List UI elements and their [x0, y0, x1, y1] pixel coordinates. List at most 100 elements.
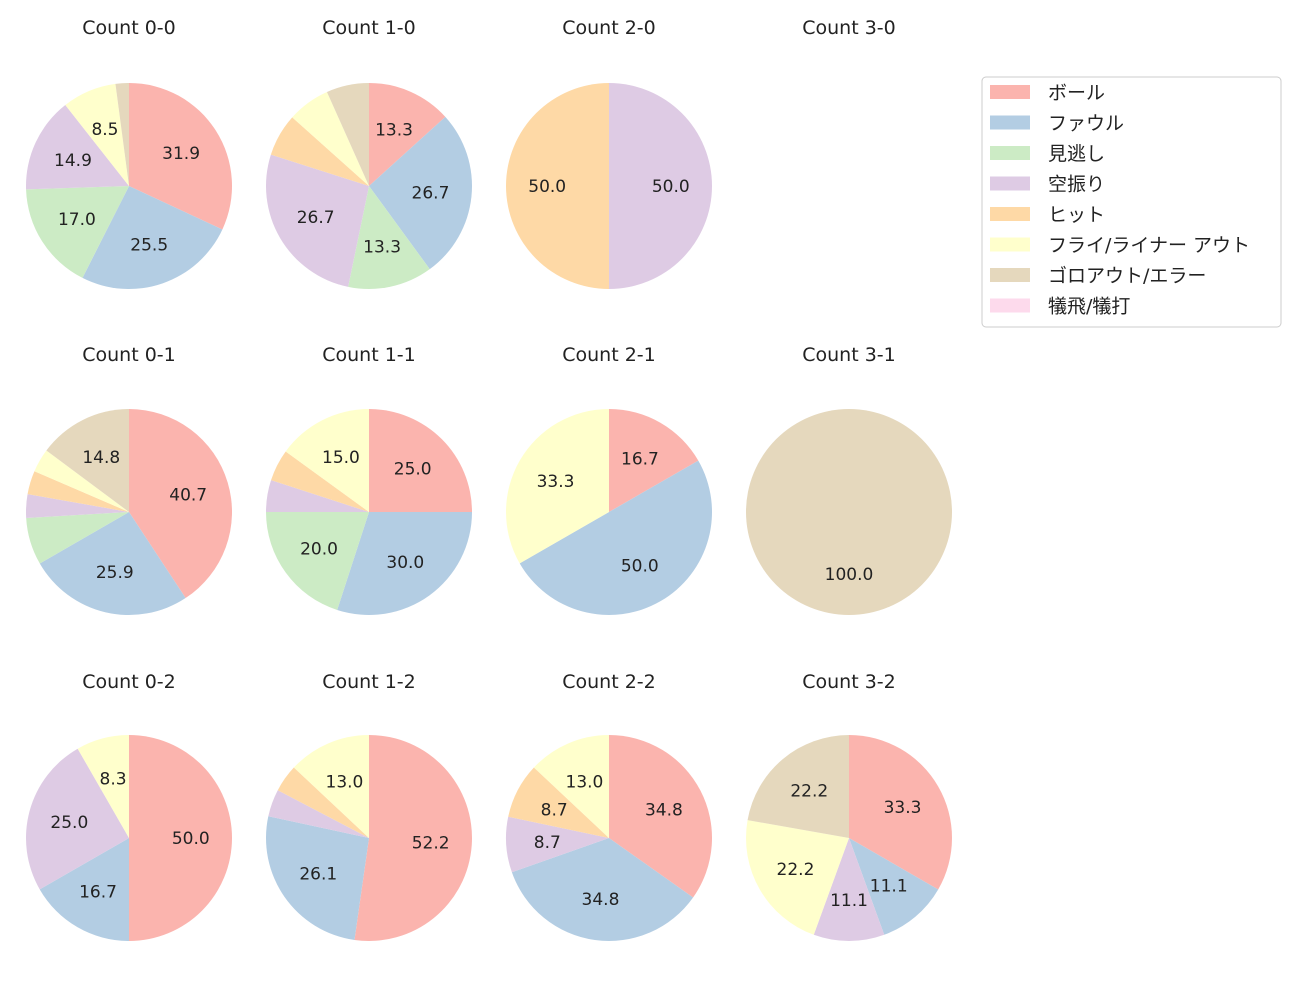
pie-chart: Count 0-2 50.0 16.7 25.0 8.3: [25, 671, 232, 941]
legend-swatch: [990, 146, 1030, 160]
pie-title: Count 1-2: [322, 671, 416, 693]
slice-label: 25.0: [50, 813, 88, 833]
pie-chart: Count 0-0 31.9 25.5 17.0 14.9 8.5: [25, 17, 232, 289]
pie-slice-1: [129, 735, 232, 941]
pie-title: Count 1-0: [322, 17, 416, 39]
legend-swatch: [990, 176, 1030, 191]
pie-chart: Count 1-2 52.2 26.1 13.0: [265, 671, 473, 941]
pie-slice-6: [506, 409, 609, 564]
pie-slice-3: [26, 512, 130, 564]
pie-slice-4: [25, 105, 129, 190]
slice-label: 8.7: [541, 800, 568, 820]
pie-title: Count 0-1: [82, 344, 176, 366]
slice-label: 31.9: [162, 144, 200, 164]
slice-label: 33.3: [884, 798, 922, 818]
pie-slice-1: [609, 409, 699, 512]
slice-label: 14.8: [82, 448, 120, 468]
pie-title: Count 3-1: [802, 344, 896, 366]
slice-label: 17.0: [58, 210, 96, 230]
pie-slice-2: [82, 186, 223, 289]
legend-label: 空振り: [1048, 174, 1105, 196]
pie-slice-1: [129, 83, 232, 230]
pie-slice-6: [34, 450, 130, 512]
slice-label: 40.7: [169, 485, 207, 505]
pie-title: Count 3-0: [802, 17, 896, 39]
slice-label: 15.0: [322, 448, 360, 468]
slice-label: 13.0: [326, 772, 364, 792]
pie-slice-3: [348, 186, 430, 289]
legend-label: 見逃し: [1048, 143, 1105, 165]
slice-label: 50.0: [652, 177, 690, 197]
legend-swatch: [990, 115, 1030, 130]
pie-slice-3: [26, 186, 129, 278]
pie-slice-4: [25, 748, 129, 890]
slice-label: 16.7: [621, 450, 659, 470]
pie-slice-7: [747, 735, 849, 838]
pie-chart: Count 2-1 16.7 50.0 33.3: [506, 344, 713, 615]
slice-label: 20.0: [300, 539, 338, 559]
pie-slice-4: [268, 790, 369, 838]
pie-title: Count 3-2: [802, 671, 896, 693]
slice-label: 50.0: [621, 557, 659, 577]
pie-chart: Count 0-1 40.7 25.9 14.8: [25, 344, 232, 615]
pie-title: Count 0-0: [82, 17, 176, 39]
slice-label: 8.3: [100, 769, 127, 789]
slice-label: 100.0: [825, 565, 874, 585]
legend-label: ヒット: [1048, 204, 1105, 226]
slice-label: 13.3: [363, 237, 401, 257]
pie-slice-6: [293, 735, 369, 838]
legend-label: フライ/ライナー アウト: [1048, 235, 1250, 257]
pie-title: Count 1-1: [322, 344, 416, 366]
pie-slice-6: [285, 409, 369, 512]
pie-slice-1: [609, 735, 712, 898]
pie-title: Count 0-2: [82, 671, 176, 693]
pie-slice-7: [46, 409, 129, 512]
slice-label: 33.3: [537, 472, 575, 492]
legend-label: ゴロアウト/エラー: [1048, 265, 1206, 287]
pie-slice-5: [271, 451, 369, 512]
slice-label: 34.8: [645, 801, 683, 821]
pie-slice-7: [115, 83, 129, 186]
slice-label: 16.7: [79, 882, 117, 902]
slice-label: 52.2: [412, 833, 450, 853]
pie-slice-5: [277, 767, 369, 838]
slice-label: 25.0: [394, 459, 432, 479]
legend-swatch: [990, 268, 1030, 282]
pie-chart: Count 1-0 13.3 26.7 13.3 26.7: [266, 17, 472, 289]
legend-swatch: [990, 85, 1030, 99]
legend-swatch: [990, 207, 1030, 221]
pie-slice-2: [519, 460, 713, 615]
pie-slice-6: [292, 91, 369, 186]
legend-label: 犠飛/犠打: [1048, 296, 1130, 318]
slice-label: 26.7: [412, 183, 450, 203]
pie-slice-4: [506, 816, 609, 873]
slice-label: 50.0: [172, 829, 210, 849]
slice-label: 13.3: [375, 121, 413, 141]
pie-slice-2: [39, 838, 129, 941]
pie-chart: Count 3-2 33.3 11.111.1 22.2 22.2: [746, 671, 952, 942]
pie-slice-2: [265, 816, 369, 940]
pie-slice-1: [369, 409, 472, 512]
pie-slice-6: [533, 735, 609, 838]
slice-label: 8.5: [91, 120, 118, 140]
slice-label: 30.0: [386, 553, 424, 573]
pie-slice-2: [849, 838, 939, 935]
pie-slice-7: [746, 409, 952, 615]
pie-chart: Count 2-2 34.8 34.8 8.7 8.7 13.0: [506, 671, 712, 941]
slice-label: 22.2: [777, 860, 815, 880]
pie-slice-4: [266, 480, 369, 512]
slice-label: 50.0: [528, 177, 566, 197]
pie-slice-1: [369, 83, 446, 186]
pie-chart: Count 3-0: [802, 17, 896, 39]
slice-label: 25.5: [130, 235, 168, 255]
pie-slice-7: [326, 83, 369, 186]
pie-chart: Count 1-1 25.0 30.0 20.0 15.0: [266, 344, 472, 615]
legend-label: ボール: [1048, 82, 1105, 104]
pie-slice-2: [369, 116, 472, 270]
pie-slice-2: [511, 838, 694, 941]
pie-slice-5: [27, 471, 129, 512]
pie-slice-4: [813, 838, 885, 942]
pie-slice-2: [337, 512, 472, 615]
